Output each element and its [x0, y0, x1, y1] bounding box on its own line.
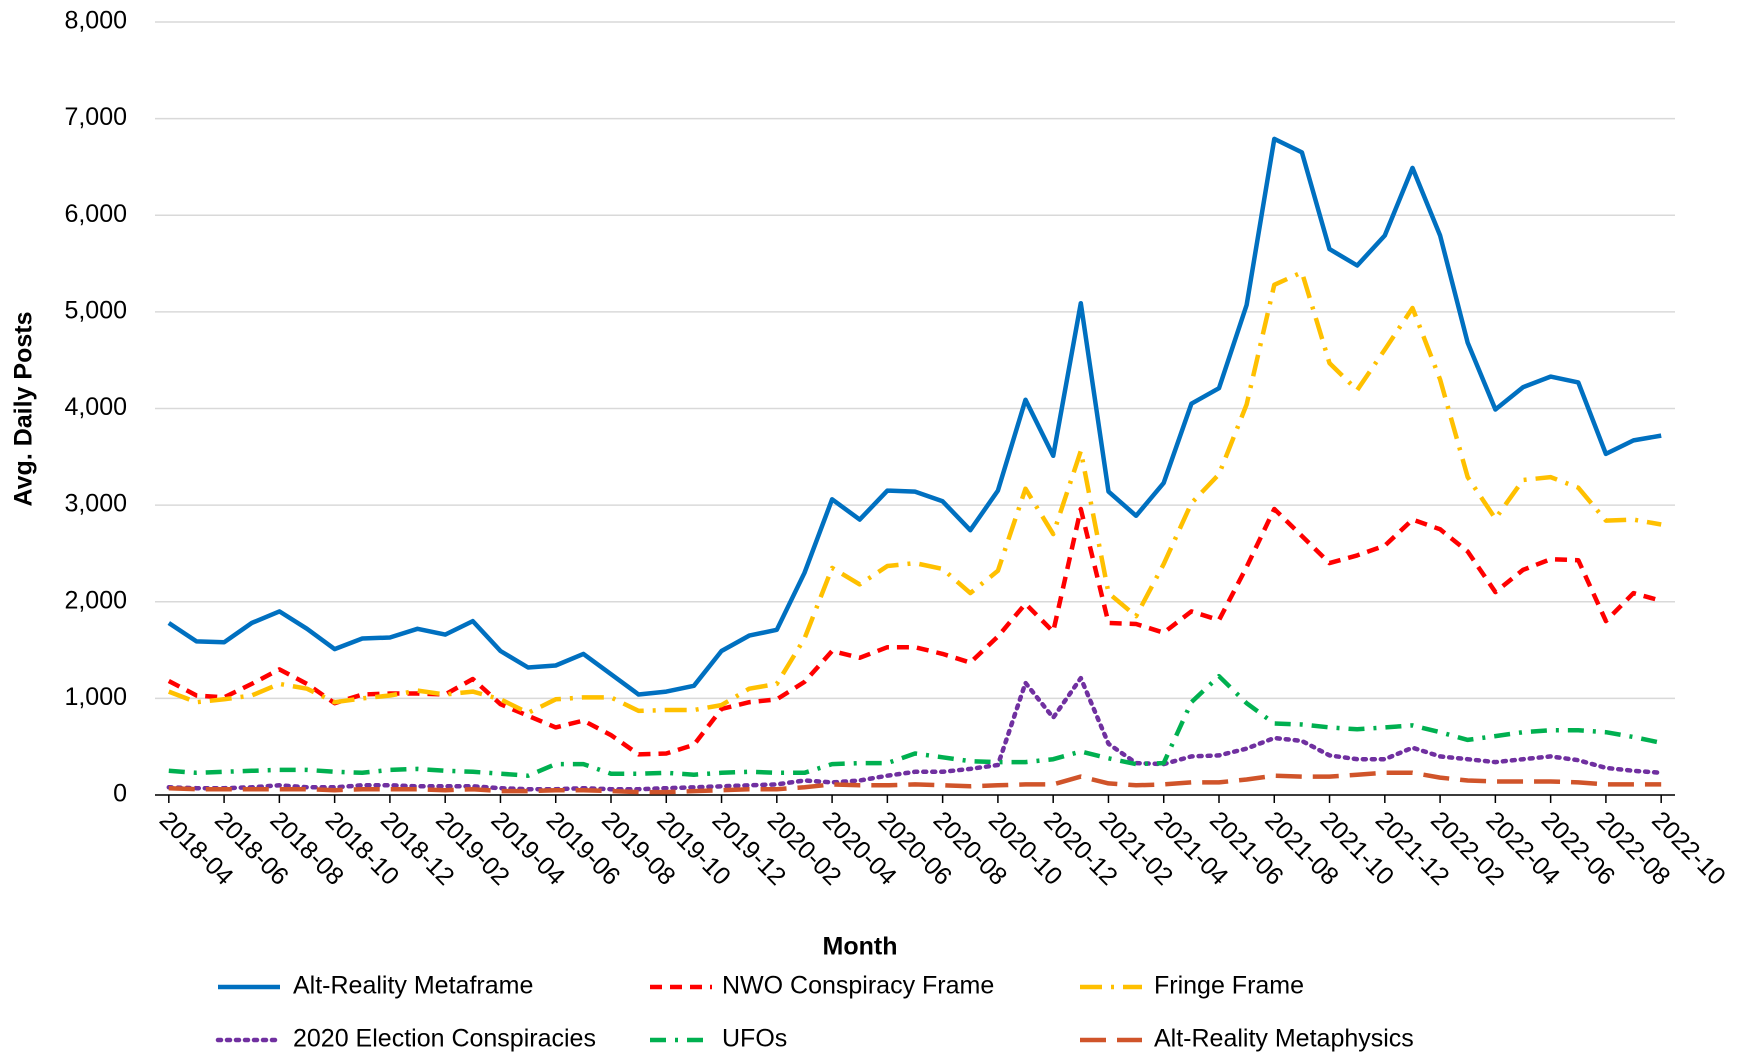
y-axis-title: Avg. Daily Posts: [10, 312, 38, 507]
y-tick-label: 7,000: [64, 103, 127, 131]
series-line: [167, 506, 1662, 757]
x-axis-title: Month: [823, 933, 898, 961]
series-line: [166, 675, 1664, 792]
legend-label: UFOs: [722, 1025, 787, 1053]
series-line: [167, 270, 1662, 716]
legend-label: Fringe Frame: [1154, 972, 1304, 1000]
legend-label: Alt-Reality Metaphysics: [1154, 1025, 1414, 1053]
series-line: [168, 770, 1662, 795]
series-line: [167, 136, 1662, 697]
y-tick-label: 3,000: [64, 490, 127, 518]
y-tick-label: 8,000: [64, 7, 127, 35]
legend-label: 2020 Election Conspiracies: [293, 1025, 596, 1053]
y-tick-label: 4,000: [64, 393, 127, 421]
legend-label: NWO Conspiracy Frame: [722, 972, 994, 1000]
y-tick-label: 6,000: [64, 200, 127, 228]
legend-label: Alt-Reality Metaframe: [293, 972, 533, 1000]
y-tick-label: 1,000: [64, 683, 127, 711]
y-tick-label: 5,000: [64, 296, 127, 324]
y-tick-label: 0: [113, 780, 127, 808]
series-line: [168, 673, 1662, 778]
y-tick-label: 2,000: [64, 586, 127, 614]
